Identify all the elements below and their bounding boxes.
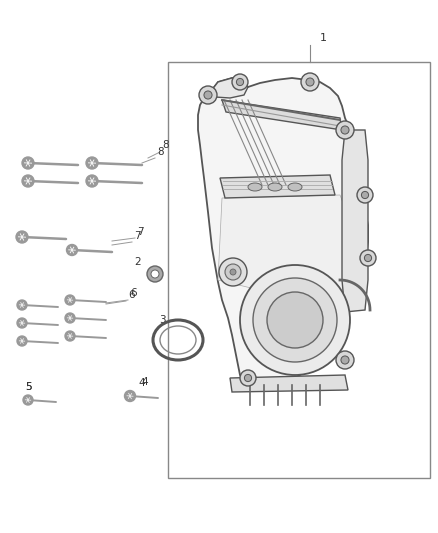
Circle shape [17, 336, 27, 346]
Text: 8: 8 [157, 147, 164, 157]
Text: 6: 6 [130, 288, 137, 298]
Circle shape [124, 391, 135, 401]
Circle shape [86, 175, 98, 187]
Circle shape [364, 254, 371, 262]
Circle shape [199, 86, 217, 104]
Circle shape [65, 313, 75, 323]
Circle shape [65, 331, 75, 341]
Text: 2: 2 [135, 257, 141, 267]
Text: 5: 5 [25, 382, 31, 392]
Circle shape [232, 74, 248, 90]
Circle shape [204, 91, 212, 99]
Circle shape [240, 370, 256, 386]
Circle shape [17, 318, 27, 328]
Text: 3: 3 [159, 315, 165, 325]
Circle shape [219, 258, 247, 286]
Text: 5: 5 [25, 382, 31, 392]
Circle shape [22, 175, 34, 187]
Text: 4: 4 [141, 377, 148, 387]
Circle shape [267, 292, 323, 348]
Circle shape [147, 266, 163, 282]
Polygon shape [342, 130, 368, 312]
Circle shape [86, 157, 98, 169]
Circle shape [336, 121, 354, 139]
Circle shape [230, 269, 236, 275]
Circle shape [65, 295, 75, 305]
Polygon shape [198, 78, 368, 385]
Text: 6: 6 [128, 290, 134, 300]
Circle shape [22, 157, 34, 169]
Text: 7: 7 [137, 227, 144, 237]
Circle shape [240, 265, 350, 375]
Circle shape [341, 356, 349, 364]
Text: 7: 7 [134, 231, 141, 241]
Circle shape [17, 300, 27, 310]
Circle shape [361, 191, 369, 199]
Circle shape [336, 351, 354, 369]
Circle shape [360, 250, 376, 266]
Polygon shape [218, 195, 365, 310]
Text: 1: 1 [320, 33, 327, 43]
Circle shape [244, 374, 251, 382]
Circle shape [225, 264, 241, 280]
Polygon shape [222, 100, 342, 130]
Polygon shape [220, 175, 335, 198]
Circle shape [151, 270, 159, 278]
Text: 4: 4 [139, 378, 145, 388]
Ellipse shape [268, 183, 282, 191]
Ellipse shape [248, 183, 262, 191]
Circle shape [357, 187, 373, 203]
Polygon shape [230, 375, 348, 392]
Circle shape [253, 278, 337, 362]
Polygon shape [208, 78, 248, 98]
Bar [168, 62, 430, 478]
Circle shape [341, 126, 349, 134]
Circle shape [67, 245, 78, 255]
Circle shape [16, 231, 28, 243]
Circle shape [306, 78, 314, 86]
Circle shape [301, 73, 319, 91]
Ellipse shape [288, 183, 302, 191]
Circle shape [237, 78, 244, 86]
Circle shape [23, 395, 33, 405]
Text: 8: 8 [162, 140, 169, 150]
